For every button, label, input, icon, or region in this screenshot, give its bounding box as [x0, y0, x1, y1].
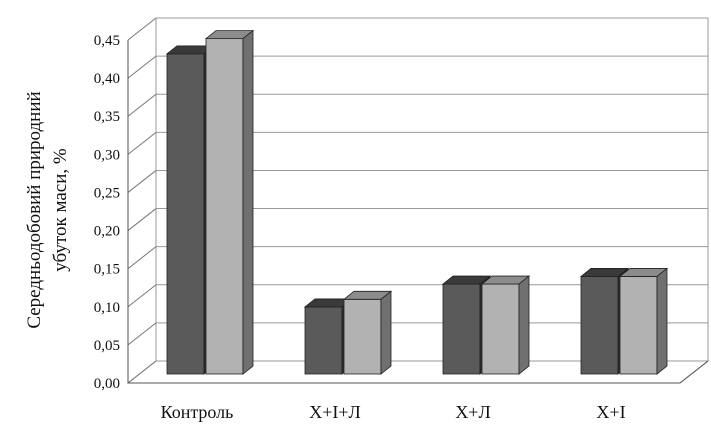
gridline-side [127, 131, 157, 155]
bar-front [304, 306, 343, 375]
x-category-label: Х+І [596, 402, 625, 422]
gridline-side [127, 322, 157, 346]
bar-front [205, 38, 244, 375]
gridline-side [127, 208, 157, 231]
x-category-label: Х+І+Л [309, 402, 361, 422]
gridline-side [127, 360, 157, 384]
bar-side [656, 267, 668, 375]
gridline-side [127, 284, 157, 308]
floor-right-edge [679, 360, 709, 384]
y-tick-label: 0,00 [94, 376, 120, 392]
y-tick-label: 0,30 [94, 147, 120, 163]
bar-front [619, 276, 658, 375]
bar-side [518, 275, 530, 375]
gridline-side [127, 246, 157, 270]
y-tick-label: 0,25 [94, 185, 120, 201]
y-tick-label: 0,40 [94, 71, 120, 87]
bar-front [166, 53, 205, 375]
gridline-side [127, 55, 157, 79]
bars [165, 29, 669, 375]
y-tick-label: 0,20 [94, 224, 120, 240]
gridline-side [127, 93, 157, 117]
bar-side [242, 29, 254, 375]
gridline-side [127, 170, 157, 193]
x-category-label: Контроль [161, 402, 234, 422]
bar-side [380, 290, 392, 375]
y-axis-title: Середньодобовий природний убуток маси, % [24, 91, 71, 328]
x-category-labels: Контроль Х+І+Л Х+Л Х+І [161, 402, 626, 422]
y-axis-title-line: Середньодобовий природний [24, 91, 45, 328]
y-tick-label: 0,45 [94, 33, 120, 49]
y-axis-title-line: убуток маси, % [50, 148, 71, 272]
bar-front [580, 276, 619, 375]
x-category-label: Х+Л [455, 402, 490, 422]
bar-front [343, 298, 382, 375]
bar-front [442, 283, 481, 375]
y-tick-label: 0,10 [94, 300, 120, 316]
axes [127, 40, 709, 384]
y-tick-label: 0,15 [94, 262, 120, 278]
y-tick-label: 0,05 [94, 338, 120, 354]
y-tick-label: 0,35 [94, 109, 120, 125]
gridline-side [127, 17, 157, 41]
y-tick-labels: 0,00 0,05 0,10 0,15 0,20 0,25 0,30 0,35 0,40 0,45 [94, 33, 120, 392]
bar-front [481, 283, 520, 375]
